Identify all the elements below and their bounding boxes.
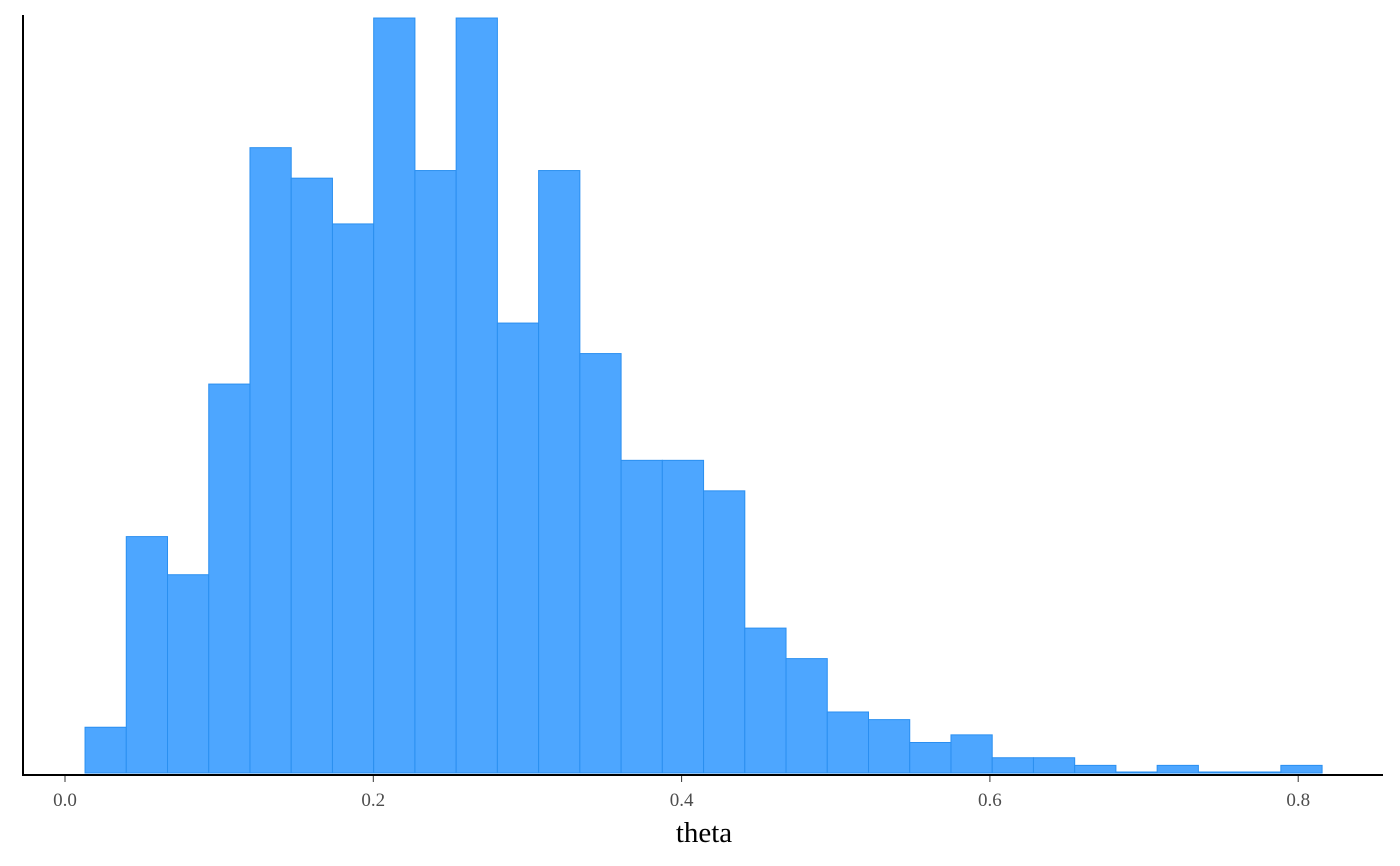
x-tick-label: 0.0: [53, 790, 77, 811]
histogram-bar: [1239, 771, 1282, 774]
histogram-bar: [868, 719, 911, 774]
x-axis-title: theta: [676, 817, 732, 849]
x-tick-label: 0.4: [670, 790, 694, 811]
histogram-bar: [1197, 771, 1241, 774]
histogram-bar: [826, 711, 870, 774]
histogram-bar: [1280, 764, 1323, 774]
histogram-bar: [414, 170, 457, 774]
histogram-bar: [290, 177, 333, 774]
histogram-bar: [331, 223, 375, 774]
histogram-bar: [208, 383, 251, 774]
histogram-bar: [579, 353, 622, 774]
histogram-bars: [84, 17, 1323, 774]
histogram-bar: [1074, 764, 1117, 774]
histogram-bar: [496, 322, 540, 774]
histogram-bar: [249, 147, 292, 774]
histogram-bar: [84, 726, 127, 774]
x-tick-label: 0.6: [978, 790, 1002, 811]
histogram-bar: [785, 658, 828, 774]
histogram-bar: [1156, 764, 1199, 774]
histogram-bar: [703, 490, 746, 774]
histogram-bar: [909, 741, 952, 774]
histogram-bar: [125, 536, 169, 774]
histogram-bar: [950, 734, 993, 774]
x-tick-label: 0.8: [1286, 790, 1310, 811]
histogram-bar: [167, 574, 210, 774]
histogram-bar: [661, 459, 705, 774]
x-axis-ticks: 0.0 0.2 0.4 0.6 0.8: [53, 776, 1310, 811]
x-tick-label: 0.2: [361, 790, 385, 811]
histogram-bar: [455, 17, 498, 774]
histogram-bar: [1032, 757, 1076, 774]
histogram-bar: [1115, 771, 1158, 774]
histogram-bar: [744, 627, 787, 774]
histogram-bar: [991, 757, 1034, 774]
histogram-bar: [620, 459, 663, 774]
histogram-bar: [373, 17, 416, 774]
histogram-bar: [538, 170, 581, 774]
